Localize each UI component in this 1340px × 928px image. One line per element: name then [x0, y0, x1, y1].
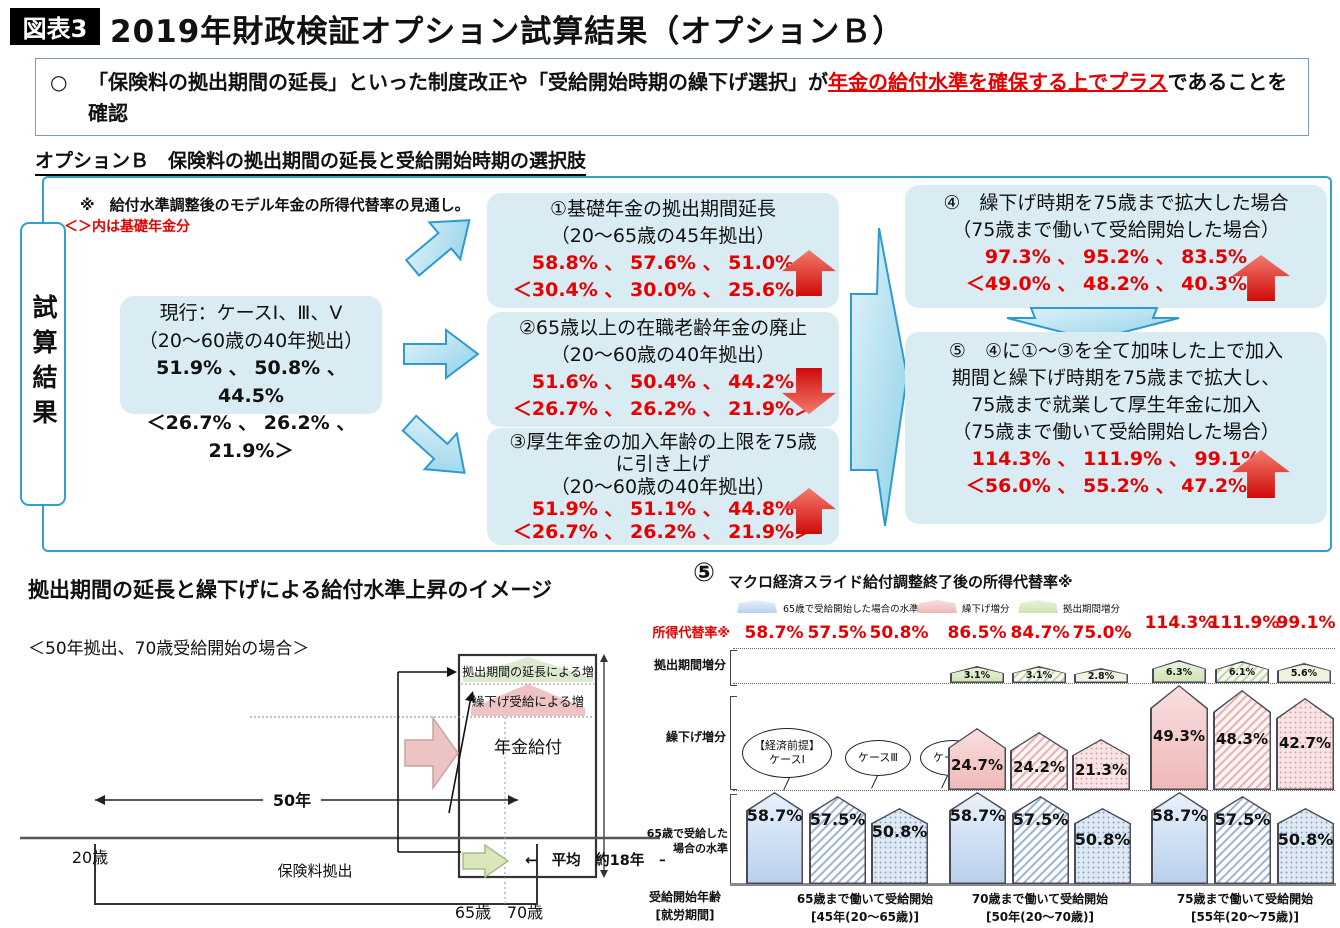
image-diagram-title: 拠出期間の延長と繰下げによる給付水準上昇のイメージ: [28, 578, 552, 602]
extension-bar: 6.3%: [1152, 660, 1206, 683]
rep-rate-value: 75.0%: [1072, 623, 1132, 643]
bubble-tail: [783, 777, 791, 791]
extension-row-bracket: [730, 650, 737, 686]
branch-arrow-down-icon: [389, 401, 484, 495]
bullet-icon: ○: [50, 70, 68, 94]
deferral-bar: 24.2%: [1010, 732, 1068, 790]
deferral-bar: 49.3%: [1150, 685, 1208, 790]
option1-box: ①基礎年金の拠出期間延長 （20〜65歳の45年拠出） 58.8% 、 57.6…: [487, 193, 839, 308]
bubble-tail: [871, 775, 879, 789]
case3-bubble: ケースⅢ: [845, 740, 911, 776]
base-bar: 50.8% 比例:25.2%(2032) 基礎:25.6%(2056): [871, 808, 928, 884]
extension-bar: 3.1%: [950, 666, 1004, 683]
replacement-rate-row-label: 所得代替率※: [652, 626, 730, 641]
fifty-years-label: 50年: [273, 791, 311, 810]
summary-box: ○ 「保険料の拠出期間の延長」といった制度改正や「受給開始時期の繰下げ選択」が年金…: [35, 58, 1309, 136]
rep-rate-value: 114.3%: [1144, 613, 1216, 633]
chart-baseline: [730, 883, 1336, 886]
results-side-label: 試算結果: [20, 222, 66, 506]
chart-title: マクロ経済スライド給付調整終了後の所得代替率※: [728, 573, 1073, 591]
base-bar: 57.5%: [1012, 796, 1069, 884]
pension-benefit-label: 年金給付: [494, 738, 562, 758]
base-bar: 50.8%: [1074, 808, 1131, 884]
rep-rate-value: 57.5%: [807, 623, 867, 643]
premium-contribution-label: 保険料拠出: [277, 862, 352, 880]
extension-bar: 3.1%: [1012, 666, 1066, 683]
base-bar: 57.5% 比例:27.5%(2025) 基礎:30.0%(2046): [809, 796, 866, 884]
extension-shift-arrow-icon: [462, 843, 510, 879]
deferral-bar: 48.3%: [1213, 690, 1271, 790]
legend-deferral-chip-icon: [917, 600, 957, 613]
dotted-guide: [733, 790, 1335, 791]
dotted-guide: [733, 683, 1335, 684]
xaxis-row-label: 受給開始年齢 [就労期間]: [648, 890, 721, 922]
case1-bubble: 【経済前提】 ケースⅠ: [742, 728, 832, 778]
deferral-row-bracket: [730, 696, 737, 790]
legend-extension-label: 拠出期間増分: [1063, 604, 1121, 615]
base-row-label: 65歳で受給した 場合の水準: [646, 827, 728, 856]
rep-rate-value: 50.8%: [869, 623, 929, 643]
extension-row-label: 拠出期間増分: [653, 658, 726, 672]
rep-rate-value: 99.1%: [1276, 613, 1336, 633]
extension-bar: 2.8%: [1074, 668, 1128, 683]
legend-extension-chip-icon: [1018, 600, 1058, 613]
merge-arrow-icon: [845, 226, 909, 528]
extension-bar: 6.1%: [1215, 661, 1269, 683]
benefit-rise-diagram: 拠出期間の延長による増 繰下げ受給による増 年金給付 50年 20歳 保険料拠出…: [20, 653, 665, 922]
option2-box: ②65歳以上の在職老齢年金の廃止 （20〜60歳の40年拠出） 51.6% 、 …: [487, 312, 839, 427]
branch-arrow-up-icon: [393, 197, 489, 290]
base-bar: 58.7% 比例:28.3%(2022) 基礎:30.4%(2045): [746, 792, 803, 884]
base-bar: 58.7%: [1151, 792, 1208, 884]
flowchart-note-red: ＜＞内は基礎年金分: [64, 219, 190, 235]
extension-bar: 5.6%: [1277, 663, 1331, 683]
image-diagram-case-label: ＜50年拠出、70歳受給開始の場合＞: [28, 639, 310, 659]
page-title: 2019年財政検証オプション試算結果（オプションＢ）: [110, 14, 905, 50]
deferral-bar: 21.3%: [1072, 739, 1130, 790]
option3-box: ③厚生年金の加入年齢の上限を75歳 に引き上げ （20〜60歳の40年拠出） 5…: [487, 428, 839, 545]
average-period-label: ← 平均 約18年 →: [525, 851, 665, 869]
legend-base-chip-icon: [737, 600, 777, 613]
summary-highlight: 年金の給付水準を確保する上でプラス: [828, 70, 1168, 94]
flow-down-arrow-icon: [1005, 306, 1181, 342]
age20-label: 20歳: [72, 848, 108, 867]
legend-base-label: 65歳で受給開始した場合の水準: [783, 604, 919, 615]
rep-rate-value: 111.9%: [1208, 613, 1280, 633]
deferral-shift-arrow-icon: [404, 715, 459, 791]
deferral-row-label: 繰下げ増分: [665, 730, 726, 744]
xaxis-group1-label: 65歳まで働いて受給開始 [45年(20〜65歳)]: [796, 892, 934, 924]
xaxis-group3-label: 75歳まで働いて受給開始 [55年(20〜75歳)]: [1176, 892, 1314, 924]
summary-text: ○ 「保険料の拠出期間の延長」といった制度改正や「受給開始時期の繰下げ選択」が年金…: [36, 59, 1308, 137]
base-bar: 57.5%: [1214, 796, 1271, 884]
current-case-box: 現行：ケースⅠ、Ⅲ、Ⅴ （20〜60歳の40年拠出） 51.9% 、 50.8%…: [120, 296, 382, 462]
figure-tag: 図表3: [10, 8, 100, 45]
rep-rate-value: 58.7%: [744, 623, 804, 643]
base-bar: 50.8%: [1277, 808, 1334, 884]
age70-label: 70歳: [507, 903, 543, 922]
dotted-guide: [733, 648, 1335, 649]
flowchart-note: ※ 給付水準調整後のモデル年金の所得代替率の見通し。: [80, 196, 470, 214]
chart-number: ⑤: [693, 558, 716, 588]
base-row-bracket: [730, 794, 737, 884]
section-heading: オプションＢ 保険料の拠出期間の延長と受給開始時期の選択肢: [35, 146, 587, 176]
deferral-bar: 42.7%: [1276, 698, 1334, 790]
base-bar: 58.7%: [949, 792, 1006, 884]
summary-after: であることを確認: [88, 70, 1288, 125]
extension-band-shape: [463, 657, 593, 682]
xaxis-group2-label: 70歳まで働いて受給開始 [50年(20〜70歳)]: [971, 892, 1109, 924]
branch-arrow-right-icon: [402, 326, 480, 382]
deferral-band-shape: [471, 684, 585, 716]
rep-rate-value: 86.5%: [947, 623, 1007, 643]
summary-before: 「保険料の拠出期間の延長」といった制度改正や「受給開始時期の繰下げ選択」が: [88, 70, 828, 94]
age65-label: 65歳: [455, 903, 491, 922]
deferral-increase-label: 繰下げ受給による増: [472, 694, 584, 709]
legend-deferral-label: 繰下げ増分: [962, 604, 1010, 615]
deferral-bar: 24.7%: [948, 728, 1006, 790]
rep-rate-value: 84.7%: [1010, 623, 1070, 643]
extension-increase-label: 拠出期間の延長による増: [462, 665, 594, 679]
